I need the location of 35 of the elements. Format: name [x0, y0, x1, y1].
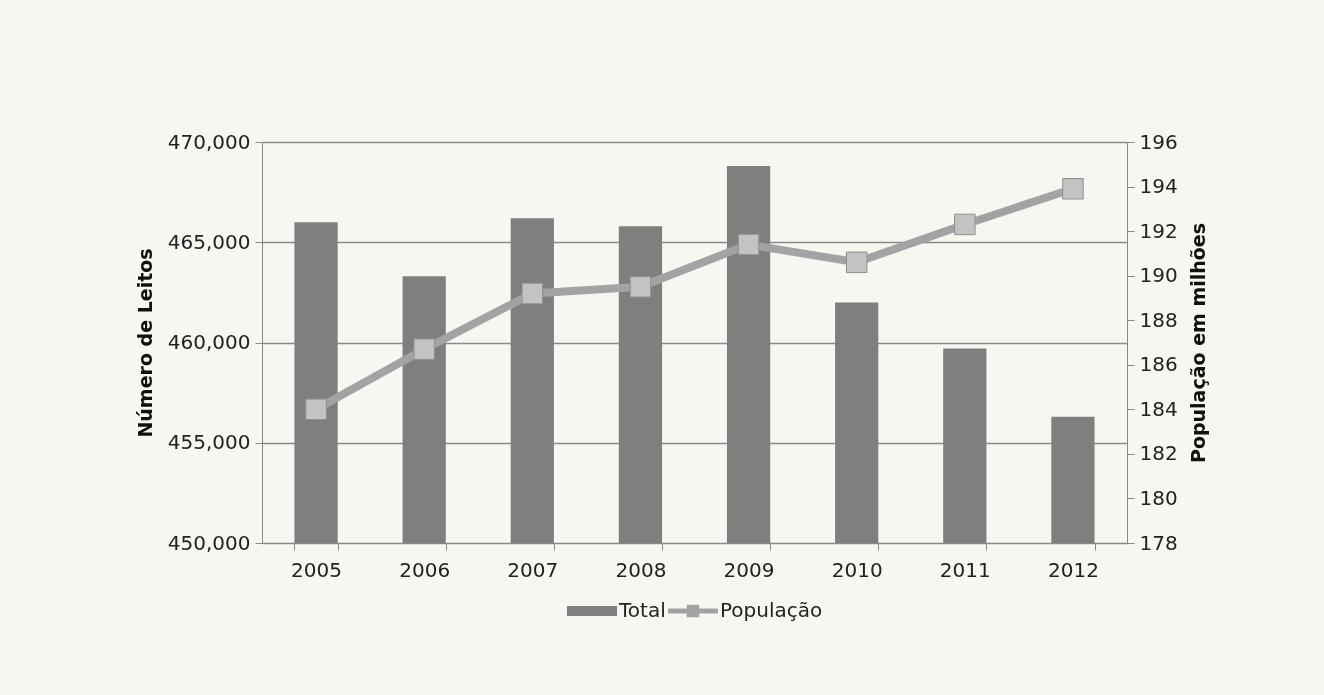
point — [845, 251, 868, 274]
y-tick-label: 470,000 — [167, 129, 251, 154]
y-tick-label: 460,000 — [167, 330, 251, 354]
x-tick-label: 2009 — [723, 557, 775, 582]
point — [1062, 178, 1084, 200]
y-tick-label: 465,000 — [167, 229, 251, 254]
point — [521, 282, 544, 305]
legend-label: Total — [618, 598, 666, 622]
y2-tick-label: 184 — [1139, 396, 1178, 421]
y2-tick-label: 192 — [1139, 218, 1178, 243]
x-tick-label: 2007 — [507, 557, 559, 582]
x-tick-label: 2006 — [399, 557, 451, 582]
x-tick-label: 2010 — [831, 557, 883, 582]
y2-tick-label: 178 — [1139, 530, 1178, 555]
point — [954, 213, 976, 236]
y2-tick-label: 180 — [1139, 485, 1178, 510]
y-axis-title: Número de Leitos — [133, 248, 156, 438]
legend-label: População — [720, 598, 823, 622]
y-tick-label: 455,000 — [167, 430, 251, 455]
x-tick-label: 2012 — [1047, 557, 1099, 582]
y2-tick-label: 194 — [1139, 174, 1178, 199]
y2-tick-label: 186 — [1139, 352, 1178, 377]
point — [629, 276, 652, 298]
y2-tick-label: 182 — [1139, 441, 1178, 466]
y-tick-label: 450,000 — [167, 530, 251, 555]
y2-axis-title: População em milhões — [1186, 222, 1209, 464]
y2-tick-label: 196 — [1139, 129, 1178, 154]
point — [737, 233, 760, 256]
y2-tick-label: 190 — [1139, 263, 1178, 288]
x-tick-label: 2005 — [291, 557, 343, 582]
point — [413, 338, 435, 360]
y2-tick-label: 188 — [1139, 307, 1178, 332]
x-tick-label: 2011 — [939, 557, 991, 582]
point — [305, 398, 327, 421]
x-tick-label: 2008 — [615, 557, 667, 582]
